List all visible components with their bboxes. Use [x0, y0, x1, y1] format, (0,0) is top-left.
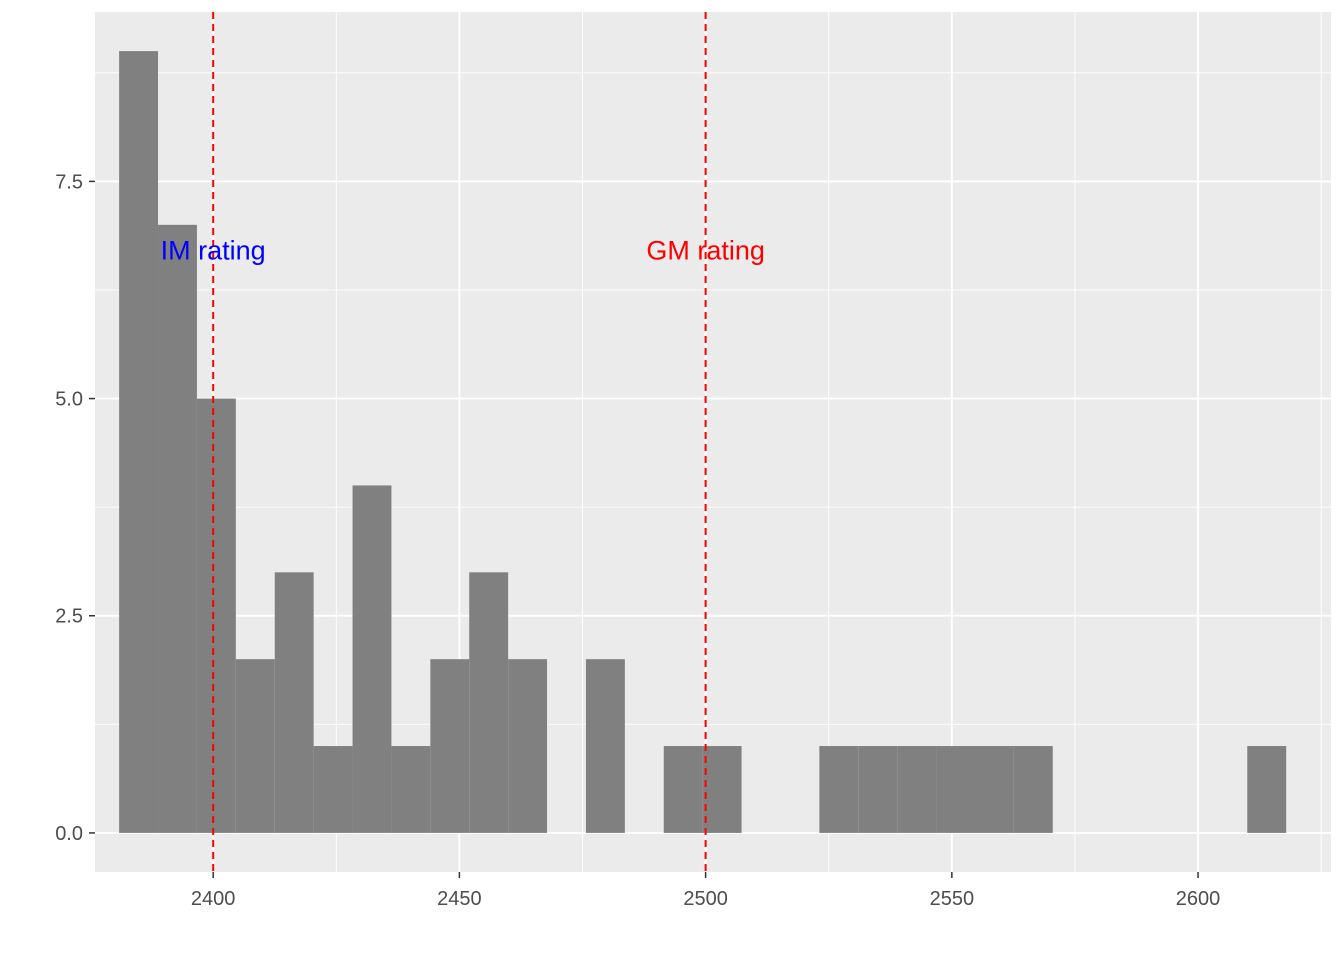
histogram-bar [1013, 746, 1053, 833]
histogram-bar [391, 746, 431, 833]
histogram-bar [274, 572, 314, 833]
histogram-bar [508, 659, 548, 833]
histogram-bar [313, 746, 353, 833]
y-tick-label: 5.0 [55, 389, 83, 411]
histogram-bar [974, 746, 1014, 833]
y-axis: 0.0 2.5 5.0 7.5 [55, 171, 95, 845]
histogram-bar [469, 572, 509, 833]
x-tick-label: 2450 [437, 888, 482, 910]
histogram-bar [430, 659, 470, 833]
histogram-bar [897, 746, 937, 833]
annotation-label: GM rating [646, 236, 765, 266]
histogram-bar [702, 746, 742, 833]
histogram-bar [158, 224, 197, 833]
histogram-bar [819, 746, 859, 833]
histogram-bar [1247, 746, 1287, 833]
annotation-label: IM rating [161, 236, 266, 266]
x-tick-label: 2500 [683, 888, 728, 910]
histogram-bar [352, 485, 392, 833]
y-tick-label: 0.0 [55, 823, 83, 845]
minor-gridlines [95, 12, 1331, 872]
annotations: IM rating GM rating [161, 236, 765, 266]
y-tick-label: 7.5 [55, 171, 83, 193]
x-tick-label: 2600 [1176, 888, 1221, 910]
histogram-bar [663, 746, 703, 833]
histogram-bar [858, 746, 898, 833]
histogram-bar [196, 398, 236, 833]
x-tick-label: 2400 [191, 888, 236, 910]
y-tick-label: 2.5 [55, 606, 83, 628]
histogram-bar [936, 746, 975, 833]
histogram-bars [119, 51, 1287, 833]
x-tick-label: 2550 [930, 888, 975, 910]
histogram-bar [585, 659, 625, 833]
x-axis: 2400 2450 2500 2550 2600 [191, 872, 1220, 910]
histogram-bar [119, 51, 159, 833]
histogram-bar [235, 659, 275, 833]
